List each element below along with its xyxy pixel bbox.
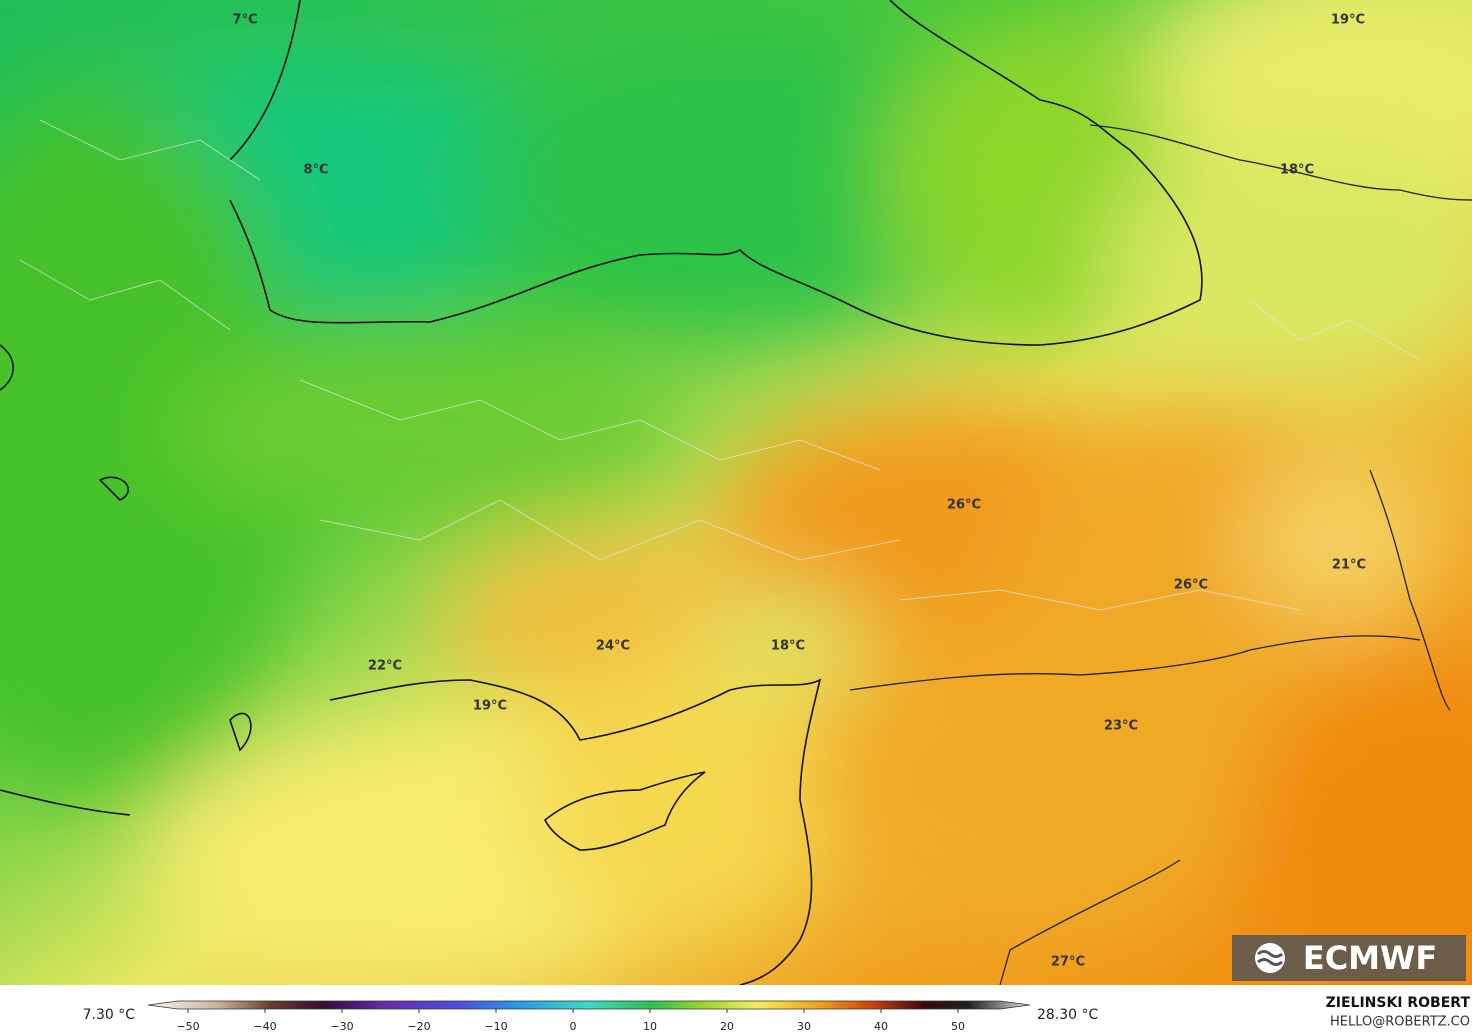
colorbar-tick-label: −30 <box>330 1020 353 1033</box>
logo-waves <box>1257 950 1283 966</box>
temperature-label: 22°C <box>368 659 402 674</box>
temperature-label: 21°C <box>1332 558 1366 573</box>
colorbar-tick-label: 0 <box>570 1020 577 1033</box>
coastlines <box>0 0 1203 985</box>
colorbar-bar <box>147 1000 1031 1010</box>
logo-icon <box>1255 943 1285 973</box>
colorbar-tick-label: 40 <box>874 1020 888 1033</box>
colorbar-tick-label: 20 <box>720 1020 734 1033</box>
borders <box>849 124 1472 985</box>
temperature-label: 19°C <box>473 699 507 714</box>
logo-text: ECMWF <box>1303 939 1437 977</box>
temperature-label: 26°C <box>947 498 981 513</box>
temperature-label: 18°C <box>771 639 805 654</box>
colorbar-tick-label: −20 <box>407 1020 430 1033</box>
province-lines <box>19 119 1421 611</box>
colorbar-tick-label: 30 <box>797 1020 811 1033</box>
colorbar-max: 28.30 °C <box>1037 1007 1099 1023</box>
colorbar-tick-label: −40 <box>253 1020 276 1033</box>
colorbar-tick-label: 10 <box>643 1020 657 1033</box>
colorbar-tick-label: −10 <box>484 1020 507 1033</box>
author: ZIELINSKI ROBERT <box>1326 995 1471 1011</box>
temperature-label: 23°C <box>1104 719 1138 734</box>
temperature-label: 27°C <box>1051 955 1085 970</box>
colorbar-tick-label: 50 <box>951 1020 965 1033</box>
temperature-label: 24°C <box>596 639 630 654</box>
temperature-label: 26°C <box>1174 578 1208 593</box>
temperature-label: 8°C <box>303 163 328 178</box>
contact: HELLO@ROBERTZ.CO <box>1330 1015 1470 1030</box>
temperature-label: 7°C <box>232 13 257 28</box>
colorbar-min: 7.30 °C <box>83 1007 136 1023</box>
ecmwf-logo: ECMWF <box>1232 935 1466 981</box>
temperature-label: 19°C <box>1331 13 1365 28</box>
colorbar: 7.30 °C 28.30 °C −50 −40 −30 −20 −10 0 10 20 30 4… <box>83 1000 1099 1033</box>
colorbar-tick-label: −50 <box>176 1020 199 1033</box>
temperature-label: 18°C <box>1280 163 1314 178</box>
temperature-labels: 7°C 19°C 8°C 18°C 26°C 26°C 21°C 22°C 24°C 18°C 19… <box>232 13 1366 970</box>
